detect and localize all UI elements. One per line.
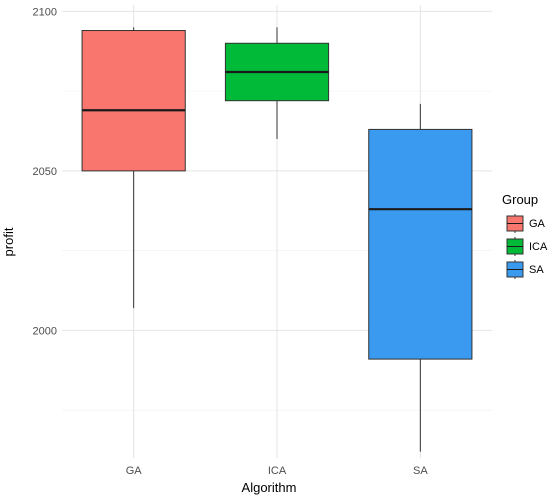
x-tick-label: ICA <box>268 465 287 477</box>
legend-label: GA <box>529 218 546 230</box>
y-tick-label: 2100 <box>33 6 57 18</box>
legend-title: Group <box>502 192 538 207</box>
legend-label: ICA <box>529 241 548 253</box>
box-sa <box>368 103 473 452</box>
y-axis-title: profit <box>1 227 16 256</box>
y-tick-label: 2000 <box>33 325 57 337</box>
legend-label: SA <box>529 264 544 276</box>
box-body <box>368 128 473 360</box>
x-tick-labels: GA ICA SA <box>126 465 429 477</box>
legend-item-sa: SA <box>506 260 544 279</box>
legend-item-ica: ICA <box>506 237 548 256</box>
legend: Group GA ICA SA <box>502 192 548 279</box>
box-ga <box>81 27 186 309</box>
box-body <box>81 30 186 172</box>
y-tick-labels: 2000 2050 2100 <box>33 6 57 337</box>
y-tick-label: 2050 <box>33 166 57 178</box>
boxes <box>81 27 473 452</box>
x-tick-label: SA <box>413 465 428 477</box>
legend-item-ga: GA <box>506 214 546 233</box>
x-axis-title: Algorithm <box>242 480 297 495</box>
x-tick-label: GA <box>126 465 143 477</box>
box-ica <box>224 27 330 139</box>
